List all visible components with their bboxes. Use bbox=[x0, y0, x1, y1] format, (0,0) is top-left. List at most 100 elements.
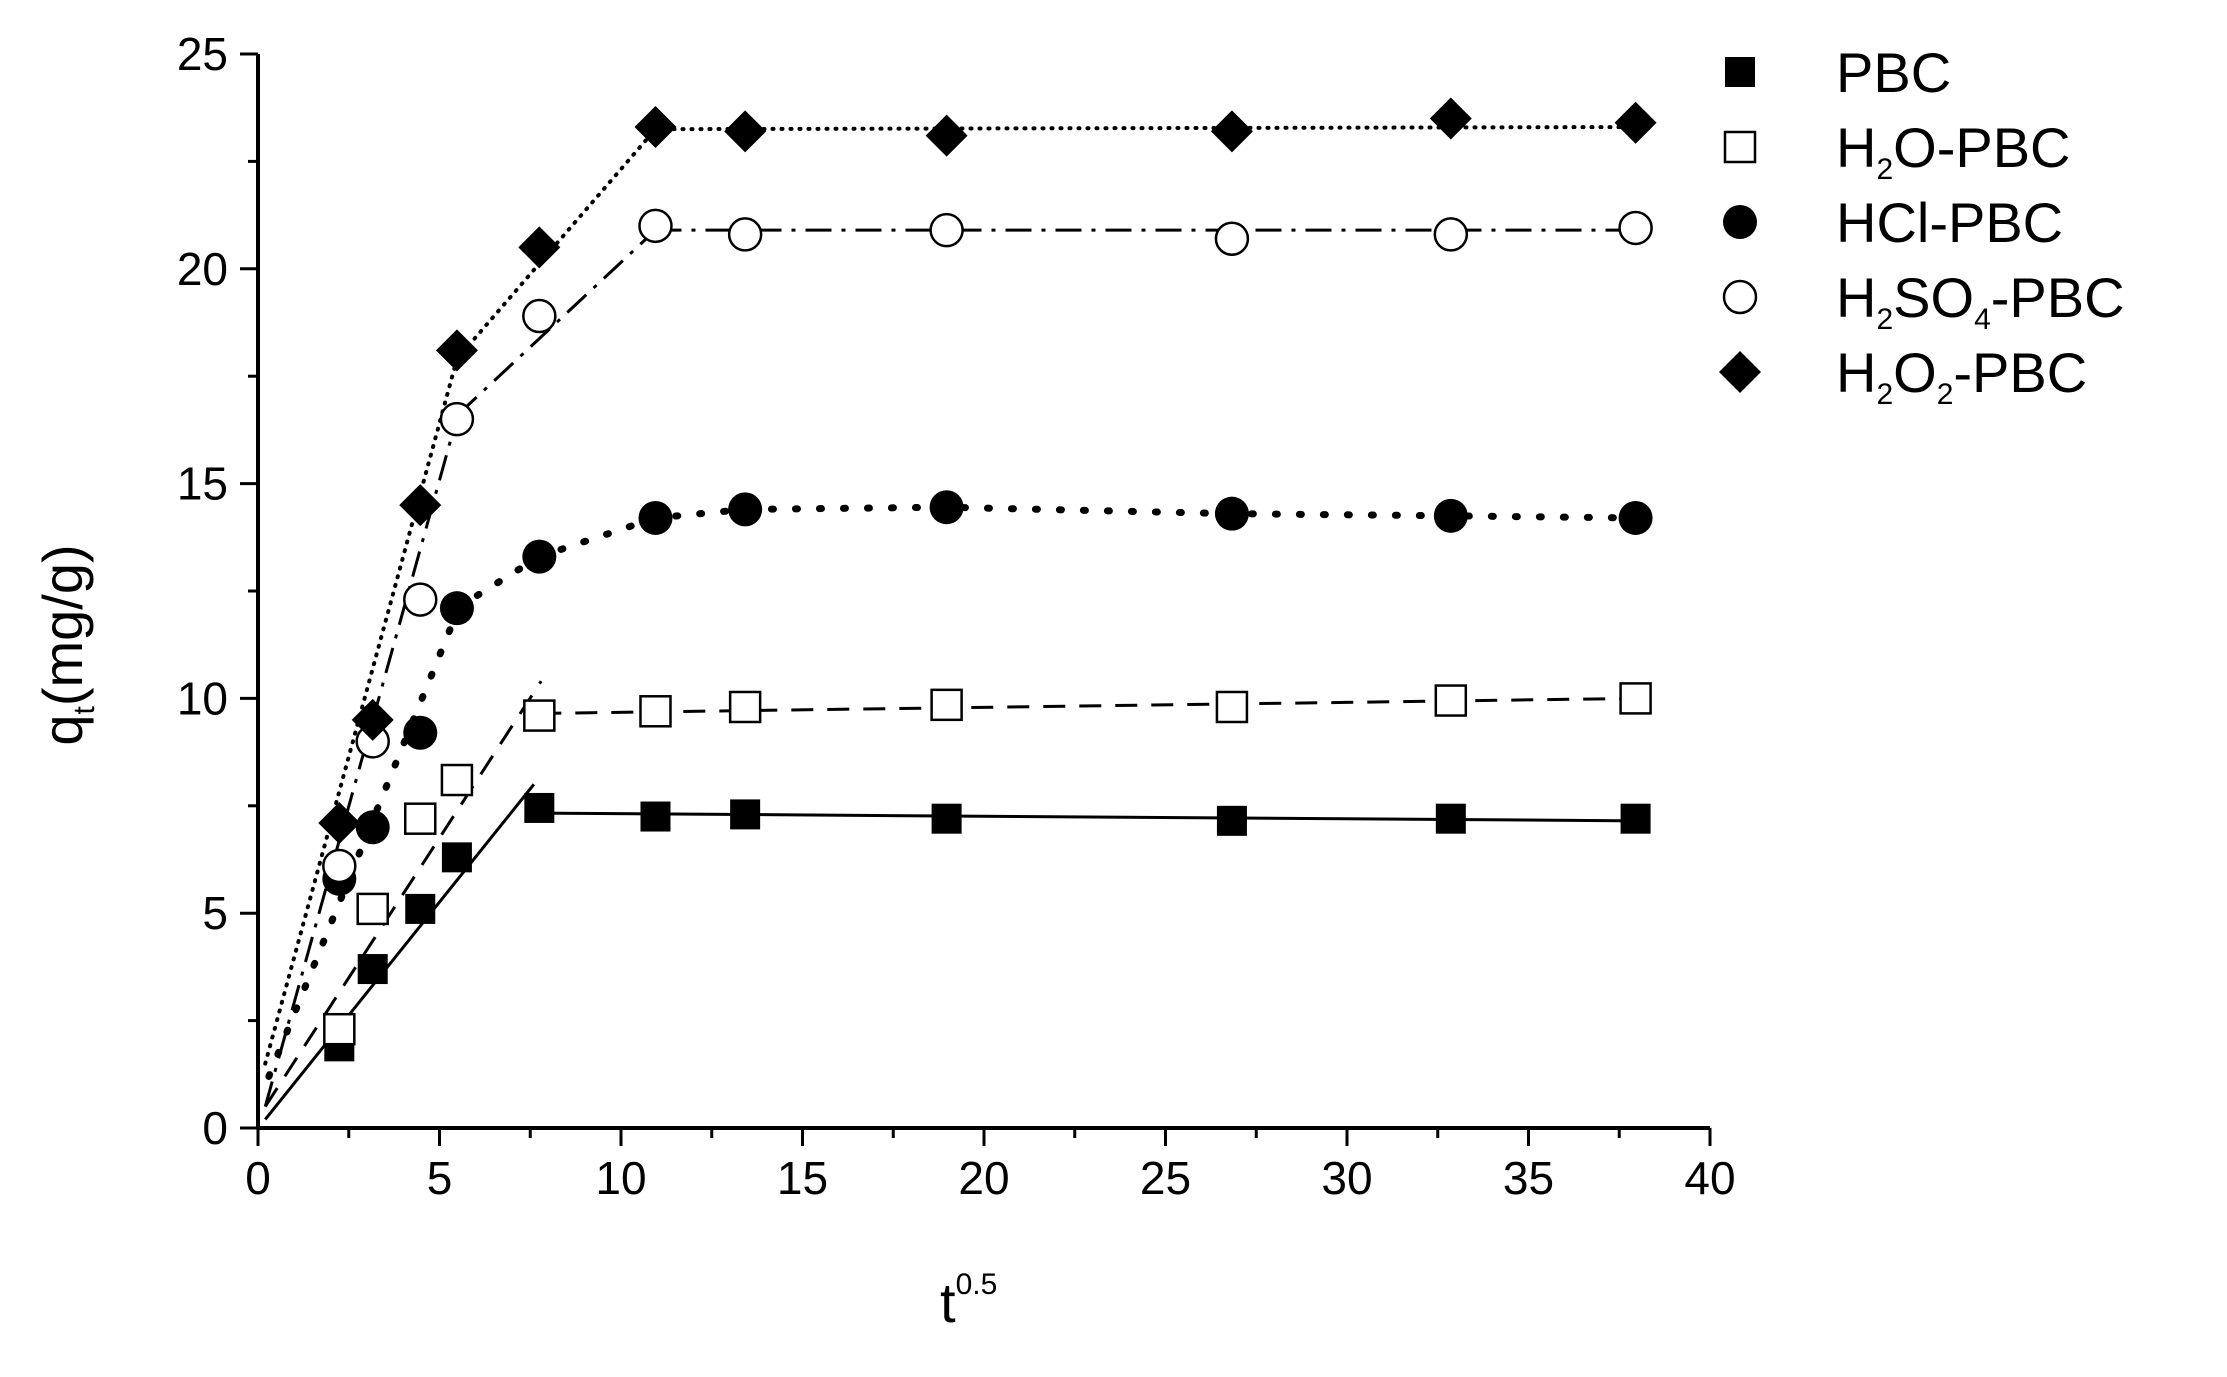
data-point-h2o-pbc bbox=[523, 699, 556, 732]
x-tick-label: 20 bbox=[958, 1152, 1009, 1204]
data-point-hcl-pbc bbox=[1618, 500, 1653, 535]
legend-entry: HCl-PBC bbox=[1723, 191, 2063, 254]
y-tick-label: 5 bbox=[202, 887, 228, 939]
fit-line-h2o2-pbc bbox=[653, 125, 1638, 132]
data-point-hcl-pbc bbox=[638, 500, 673, 535]
x-tick-label: 35 bbox=[1503, 1152, 1554, 1204]
data-point-pbc bbox=[1620, 803, 1651, 834]
x-axis-title-base: t bbox=[940, 1271, 956, 1334]
data-point-h2o-pbc bbox=[728, 690, 762, 724]
legend-marker bbox=[1722, 279, 1758, 315]
data-point-h2o2-pbc bbox=[399, 484, 442, 527]
data-point-pbc bbox=[640, 801, 671, 832]
data-point-hcl-pbc bbox=[1214, 496, 1249, 531]
legend-label: H2O2-PBC bbox=[1836, 341, 2087, 411]
axes-layer bbox=[256, 54, 1710, 1130]
data-point-h2o2-pbc bbox=[1210, 110, 1253, 153]
legend-entry: H2O-PBC bbox=[1723, 116, 2071, 186]
data-point-h2o-pbc bbox=[404, 802, 437, 835]
data-point-hcl-pbc bbox=[439, 591, 474, 626]
data-point-h2so4-pbc bbox=[929, 212, 964, 248]
legend-label: H2SO4-PBC bbox=[1836, 266, 2125, 336]
legend-marker bbox=[1723, 130, 1757, 164]
data-point-h2so4-pbc bbox=[1433, 217, 1469, 252]
data-point-h2o-pbc bbox=[930, 688, 963, 722]
data-point-h2so4-pbc bbox=[1214, 221, 1250, 256]
data-point-h2o2-pbc bbox=[1614, 101, 1657, 144]
x-tick-label: 10 bbox=[595, 1152, 646, 1204]
data-point-h2o2-pbc bbox=[925, 114, 968, 157]
fit-line-pbc bbox=[264, 783, 536, 1121]
data-point-h2so4-pbc bbox=[439, 401, 475, 437]
y-tick-label: 15 bbox=[177, 458, 228, 510]
x-tick-label: 0 bbox=[245, 1152, 271, 1204]
data-point-h2o2-pbc bbox=[634, 106, 677, 149]
legend-label: PBC bbox=[1836, 41, 1951, 104]
x-tick-label: 5 bbox=[427, 1152, 453, 1204]
data-point-h2o-pbc bbox=[1619, 682, 1652, 715]
data-point-hcl-pbc bbox=[355, 810, 390, 845]
legend-label: HCl-PBC bbox=[1836, 191, 2063, 254]
y-axis-title-rest: (mg/g) bbox=[31, 544, 94, 706]
x-axis-title: t0.5 bbox=[940, 1268, 997, 1334]
ticks-layer: 0 5 10 15 20 25 30 35 40 0 5 10 15 20 25 bbox=[177, 28, 1736, 1204]
fit-line-h2o-pbc bbox=[264, 680, 543, 1108]
data-point-hcl-pbc bbox=[728, 492, 763, 527]
y-axis-title-base: q bbox=[31, 714, 94, 745]
fit-line-hcl-pbc bbox=[265, 608, 461, 1080]
data-point-h2o2-pbc bbox=[518, 226, 561, 269]
y-tick-label: 10 bbox=[177, 672, 228, 724]
legend-marker bbox=[1723, 205, 1757, 239]
data-point-pbc bbox=[405, 893, 436, 924]
fit-line-h2o-pbc bbox=[539, 696, 1636, 715]
y-axis-title: qt(mg/g) bbox=[31, 544, 101, 745]
data-point-h2so4-pbc bbox=[1618, 210, 1653, 246]
x-axis-title-sup: 0.5 bbox=[956, 1268, 998, 1301]
data-point-h2so4-pbc bbox=[322, 848, 357, 884]
data-point-h2o2-pbc bbox=[1429, 97, 1472, 140]
data-point-h2o-pbc bbox=[440, 763, 474, 797]
data-point-h2so4-pbc bbox=[522, 298, 557, 334]
data-point-h2o-pbc bbox=[356, 892, 389, 926]
fit-lines-layer bbox=[263, 125, 1640, 1121]
data-point-hcl-pbc bbox=[403, 715, 438, 750]
data-point-h2so4-pbc bbox=[638, 208, 673, 244]
data-point-h2o-pbc bbox=[323, 1012, 356, 1046]
data-point-h2o2-pbc bbox=[435, 329, 478, 372]
fit-line-h2so4-pbc bbox=[456, 229, 657, 416]
data-point-h2so4-pbc bbox=[727, 217, 763, 252]
data-point-pbc bbox=[1435, 803, 1466, 834]
data-point-h2o2-pbc bbox=[318, 801, 361, 844]
legend-entry: H2SO4-PBC bbox=[1722, 266, 2125, 336]
fit-line-hcl-pbc bbox=[453, 503, 1640, 612]
legend-entry: PBC bbox=[1725, 41, 1951, 104]
legend-label: H2O-PBC bbox=[1836, 116, 2071, 186]
data-point-h2o-pbc bbox=[1434, 684, 1468, 717]
data-point-h2o2-pbc bbox=[351, 698, 394, 741]
data-point-h2o-pbc bbox=[639, 695, 672, 728]
legend-marker bbox=[1725, 57, 1755, 87]
y-axis-title-sub: t bbox=[68, 705, 101, 714]
legend-marker bbox=[1719, 351, 1761, 393]
data-point-hcl-pbc bbox=[522, 539, 557, 574]
y-tick-label: 20 bbox=[177, 243, 228, 295]
y-tick-label: 25 bbox=[177, 28, 228, 80]
data-point-hcl-pbc bbox=[929, 490, 964, 525]
markers-layer bbox=[318, 97, 1657, 1062]
x-tick-label: 25 bbox=[1140, 1152, 1191, 1204]
data-point-h2so4-pbc bbox=[403, 582, 438, 617]
data-point-pbc bbox=[441, 842, 472, 873]
axis-titles: t0.5 qt(mg/g) bbox=[31, 544, 997, 1334]
data-point-h2o2-pbc bbox=[724, 110, 767, 153]
fit-line-pbc bbox=[539, 811, 1636, 823]
x-tick-label: 40 bbox=[1684, 1152, 1735, 1204]
legend-entry: H2O2-PBC bbox=[1719, 341, 2087, 411]
x-tick-label: 30 bbox=[1321, 1152, 1372, 1204]
x-tick-label: 15 bbox=[777, 1152, 828, 1204]
data-point-h2o-pbc bbox=[1215, 690, 1249, 724]
data-point-pbc bbox=[931, 803, 962, 834]
data-point-pbc bbox=[357, 954, 388, 985]
